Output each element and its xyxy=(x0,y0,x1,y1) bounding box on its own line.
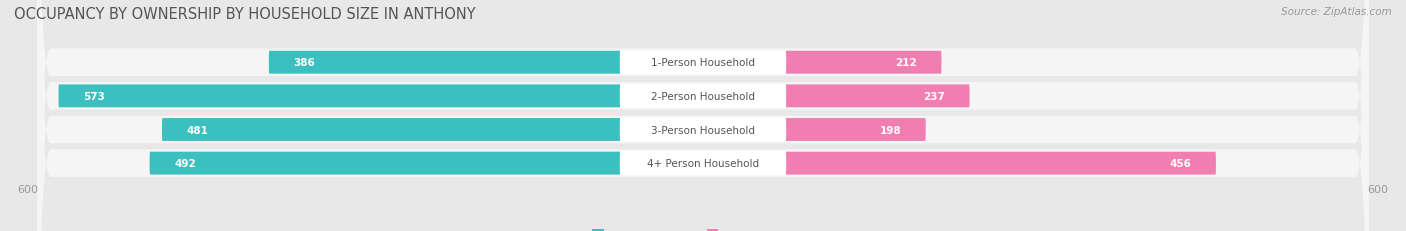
FancyBboxPatch shape xyxy=(620,84,786,109)
FancyBboxPatch shape xyxy=(37,0,1369,231)
FancyBboxPatch shape xyxy=(37,0,1369,231)
FancyBboxPatch shape xyxy=(269,52,703,74)
Text: 386: 386 xyxy=(294,58,315,68)
Text: 1-Person Household: 1-Person Household xyxy=(651,58,755,68)
FancyBboxPatch shape xyxy=(59,85,703,108)
Text: 4+ Person Household: 4+ Person Household xyxy=(647,158,759,168)
FancyBboxPatch shape xyxy=(37,0,1369,231)
Text: 212: 212 xyxy=(896,58,917,68)
FancyBboxPatch shape xyxy=(703,152,1216,175)
FancyBboxPatch shape xyxy=(620,151,786,176)
FancyBboxPatch shape xyxy=(703,85,970,108)
FancyBboxPatch shape xyxy=(703,119,925,141)
Text: 237: 237 xyxy=(922,91,945,101)
Text: OCCUPANCY BY OWNERSHIP BY HOUSEHOLD SIZE IN ANTHONY: OCCUPANCY BY OWNERSHIP BY HOUSEHOLD SIZE… xyxy=(14,7,475,22)
Text: 456: 456 xyxy=(1170,158,1191,168)
FancyBboxPatch shape xyxy=(37,0,1369,231)
FancyBboxPatch shape xyxy=(620,118,786,142)
Text: 573: 573 xyxy=(83,91,105,101)
Legend: Owner-occupied, Renter-occupied: Owner-occupied, Renter-occupied xyxy=(588,225,818,231)
Text: 2-Person Household: 2-Person Household xyxy=(651,91,755,101)
Text: 481: 481 xyxy=(187,125,208,135)
Text: 3-Person Household: 3-Person Household xyxy=(651,125,755,135)
Text: 492: 492 xyxy=(174,158,195,168)
Text: Source: ZipAtlas.com: Source: ZipAtlas.com xyxy=(1281,7,1392,17)
Text: 198: 198 xyxy=(879,125,901,135)
FancyBboxPatch shape xyxy=(149,152,703,175)
FancyBboxPatch shape xyxy=(703,52,942,74)
FancyBboxPatch shape xyxy=(620,51,786,75)
FancyBboxPatch shape xyxy=(162,119,703,141)
